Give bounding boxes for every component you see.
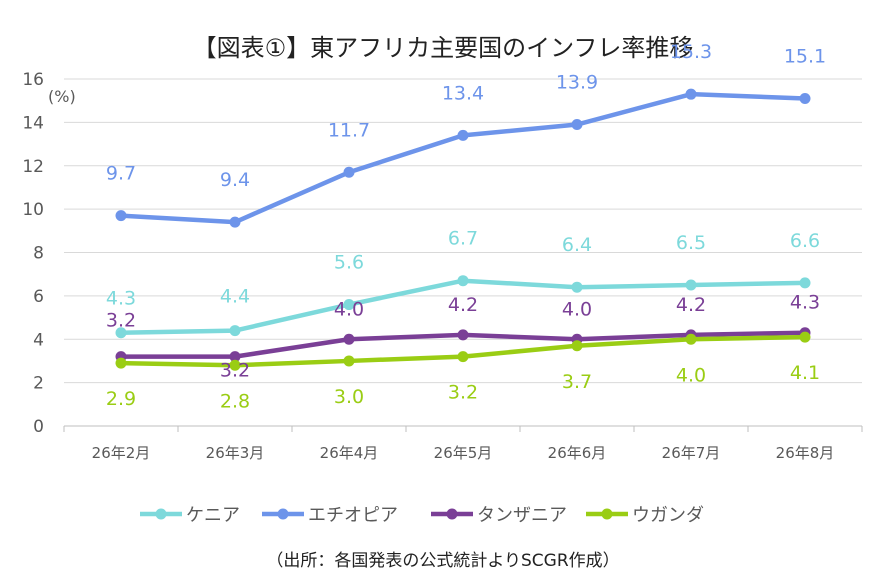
data-label: 3.2	[106, 310, 136, 332]
chart-title: 【図表①】東アフリカ主要国のインフレ率推移	[193, 34, 694, 62]
data-label: 6.7	[448, 228, 478, 250]
y-tick-label: 2	[33, 374, 44, 394]
x-tick-label: 26年2月	[92, 444, 151, 462]
data-label: 4.3	[106, 288, 136, 310]
data-label: 6.6	[790, 230, 820, 252]
data-point	[229, 359, 241, 371]
data-point	[685, 279, 697, 291]
data-label: 4.4	[220, 286, 250, 308]
legend-swatch-marker	[601, 508, 613, 520]
data-label: 3.0	[334, 386, 364, 408]
data-point	[115, 327, 127, 339]
data-point	[571, 119, 583, 131]
y-tick-label: 14	[22, 113, 44, 133]
data-point	[457, 275, 469, 287]
data-point	[343, 299, 355, 311]
data-point	[799, 331, 811, 343]
data-label: 4.2	[448, 294, 478, 316]
data-label: 13.4	[442, 82, 484, 104]
data-label: 2.9	[106, 388, 136, 410]
data-label: 15.3	[670, 41, 712, 63]
legend-label: タンザニア	[477, 505, 567, 526]
x-tick-label: 26年7月	[662, 444, 721, 462]
y-tick-label: 0	[33, 417, 44, 437]
legend-swatch-marker	[277, 508, 289, 520]
data-label: 9.7	[106, 163, 136, 185]
legend-swatch-marker	[446, 508, 458, 520]
x-tick-label: 26年6月	[548, 444, 607, 462]
data-point	[229, 216, 241, 228]
data-point	[343, 166, 355, 178]
y-tick-label: 16	[22, 70, 44, 90]
legend-label: ウガンダ	[632, 505, 704, 526]
data-point	[229, 351, 241, 363]
data-label: 9.4	[220, 169, 250, 191]
data-label: 13.9	[556, 72, 598, 94]
data-point	[343, 333, 355, 345]
data-label: 6.4	[562, 234, 592, 256]
y-axis-ticks: 0 2 4 6 8 10 12 14 16	[22, 70, 44, 437]
data-label: 3.2	[220, 360, 250, 382]
y-tick-label: 8	[33, 244, 44, 264]
x-tick-label: 26年5月	[434, 444, 493, 462]
y-tick-label: 10	[22, 200, 44, 220]
data-point	[799, 277, 811, 289]
data-label: 11.7	[328, 119, 370, 141]
data-labels: 4.3 4.4 5.6 6.7 6.4 6.5 6.6 9.7 9.4 11.7 13.4 13.9 1…	[106, 41, 826, 412]
data-point	[343, 355, 355, 367]
source-note: （出所：各国発表の公式統計よりSCGR作成）	[266, 551, 619, 571]
y-unit-label: (%)	[48, 87, 76, 106]
x-axis: 26年2月 26年3月 26年4月 26年5月 26年6月 26年7月 26年8月	[63, 426, 863, 462]
legend-label: ケニア	[186, 505, 240, 526]
data-point	[571, 340, 583, 352]
data-label: 4.0	[676, 364, 706, 386]
data-label: 15.1	[784, 46, 826, 68]
legend: ケニア エチオピア タンザニア ウガンダ	[140, 505, 704, 526]
series-line-1	[118, 91, 808, 225]
y-tick-label: 4	[33, 330, 44, 350]
data-label: 4.0	[334, 298, 364, 320]
data-point	[685, 333, 697, 345]
gridlines	[64, 78, 862, 427]
data-point	[457, 329, 469, 341]
data-label: 4.1	[790, 362, 820, 384]
data-point	[229, 325, 241, 337]
data-label: 4.3	[790, 292, 820, 314]
data-label: 5.6	[334, 252, 364, 274]
data-label: 4.0	[562, 298, 592, 320]
data-point	[457, 129, 469, 141]
data-label: 3.2	[448, 382, 478, 404]
data-label: 3.7	[562, 371, 592, 393]
data-label: 6.5	[676, 232, 706, 254]
data-point	[799, 93, 811, 105]
x-tick-label: 26年8月	[776, 444, 835, 462]
data-label: 4.2	[676, 294, 706, 316]
data-label: 2.8	[220, 390, 250, 412]
legend-label: エチオピア	[308, 505, 398, 526]
data-point	[457, 351, 469, 363]
x-tick-label: 26年3月	[206, 444, 265, 462]
data-point	[115, 210, 127, 222]
data-point	[115, 357, 127, 369]
data-point	[571, 281, 583, 293]
series-lines	[115, 88, 811, 371]
legend-swatch-marker	[155, 508, 167, 520]
y-tick-label: 12	[22, 157, 44, 177]
data-point	[685, 88, 697, 100]
x-tick-label: 26年4月	[320, 444, 379, 462]
y-tick-label: 6	[33, 287, 44, 307]
